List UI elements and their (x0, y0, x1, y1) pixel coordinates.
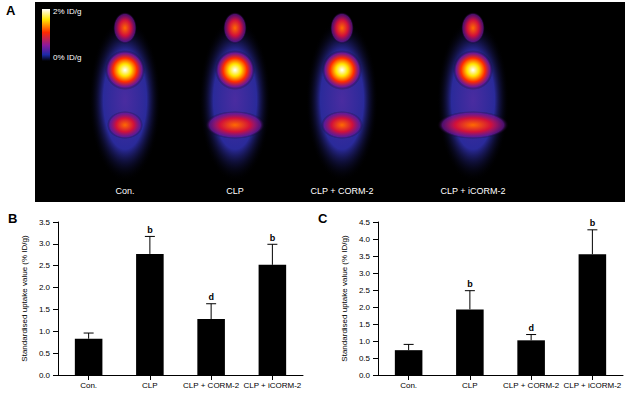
svg-text:2.5: 2.5 (39, 261, 51, 270)
svg-text:b: b (270, 233, 276, 243)
svg-text:Con.: Con. (400, 381, 417, 390)
svg-text:2.5: 2.5 (359, 286, 371, 295)
svg-text:C: C (318, 211, 328, 226)
svg-text:4.0: 4.0 (359, 235, 371, 244)
svg-text:3.5: 3.5 (39, 218, 51, 227)
svg-text:1.0: 1.0 (39, 327, 51, 336)
svg-text:CLP: CLP (226, 186, 244, 196)
svg-text:b: b (467, 279, 473, 289)
svg-text:Standardised uptake value (% I: Standardised uptake value (% ID/g) (340, 235, 349, 362)
svg-text:b: b (590, 218, 596, 228)
svg-text:Con.: Con. (115, 186, 134, 196)
svg-text:d: d (528, 323, 534, 333)
svg-text:1.0: 1.0 (359, 337, 371, 346)
svg-text:b: b (147, 225, 153, 235)
svg-text:CLP: CLP (462, 381, 478, 390)
svg-text:1.5: 1.5 (39, 305, 51, 314)
svg-text:0% ID/g: 0% ID/g (53, 53, 81, 62)
svg-text:d: d (208, 292, 214, 302)
svg-text:CLP + CORM-2: CLP + CORM-2 (183, 381, 240, 390)
svg-text:2.0: 2.0 (359, 303, 371, 312)
svg-text:A: A (6, 3, 16, 18)
svg-text:Con.: Con. (80, 381, 97, 390)
svg-text:CLP + iCORM-2: CLP + iCORM-2 (563, 381, 621, 390)
svg-text:CLP + iCORM-2: CLP + iCORM-2 (440, 186, 505, 196)
svg-text:0.5: 0.5 (39, 349, 51, 358)
svg-text:2.0: 2.0 (39, 283, 51, 292)
svg-text:1.5: 1.5 (359, 320, 371, 329)
svg-text:CLP + CORM-2: CLP + CORM-2 (310, 186, 373, 196)
svg-text:CLP + iCORM-2: CLP + iCORM-2 (243, 381, 301, 390)
svg-text:3.5: 3.5 (359, 252, 371, 261)
svg-text:3.0: 3.0 (359, 269, 371, 278)
svg-text:3.0: 3.0 (39, 239, 51, 248)
svg-text:0.0: 0.0 (39, 371, 51, 380)
svg-text:0.0: 0.0 (359, 371, 371, 380)
svg-text:0.5: 0.5 (359, 354, 371, 363)
svg-text:4.5: 4.5 (359, 218, 371, 227)
svg-text:Standardised uptake value (% I: Standardised uptake value (% ID/g) (20, 235, 29, 362)
svg-text:CLP: CLP (142, 381, 158, 390)
svg-text:2% ID/g: 2% ID/g (53, 7, 81, 16)
svg-text:CLP + CORM-2: CLP + CORM-2 (503, 381, 560, 390)
svg-text:B: B (8, 211, 17, 226)
